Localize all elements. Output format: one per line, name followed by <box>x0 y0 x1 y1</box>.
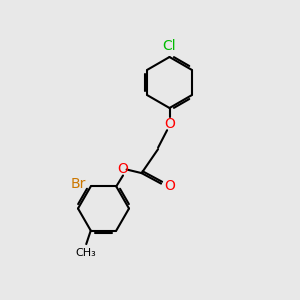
Text: O: O <box>164 117 175 130</box>
Text: O: O <box>118 163 128 176</box>
Text: Br: Br <box>71 177 86 191</box>
Text: Cl: Cl <box>163 39 176 53</box>
Text: CH₃: CH₃ <box>76 248 97 258</box>
Text: O: O <box>164 179 175 193</box>
